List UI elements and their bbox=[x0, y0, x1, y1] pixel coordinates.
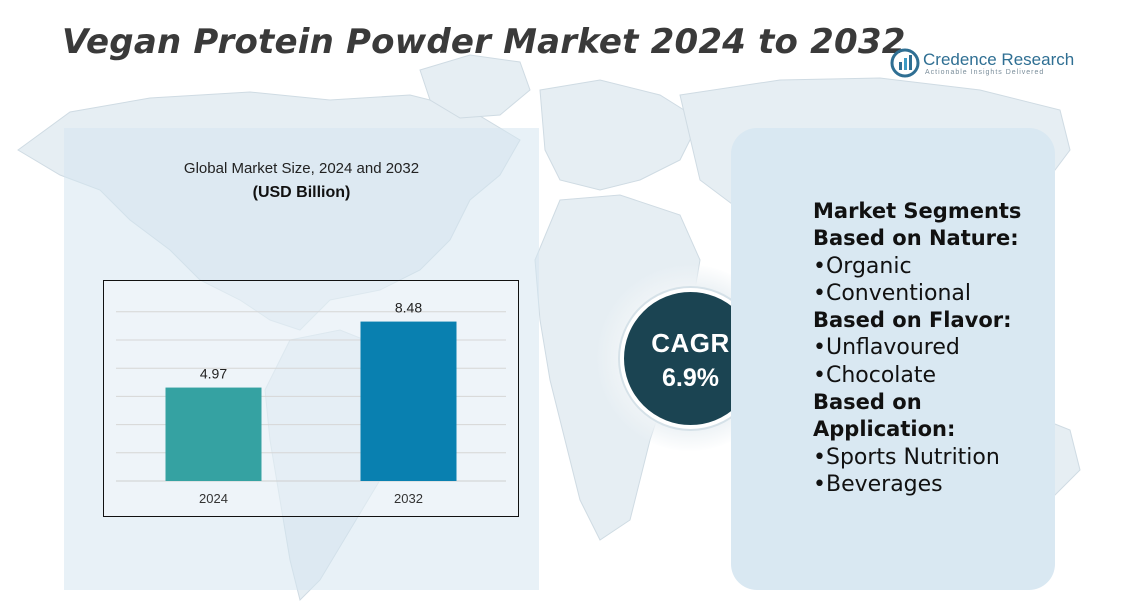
bar-2024 bbox=[165, 387, 262, 481]
chart-title: Global Market Size, 2024 and 2032 bbox=[183, 160, 420, 177]
logo-icon bbox=[890, 48, 920, 78]
segment-list: Market Segments Based on Nature: •Organic •… bbox=[813, 198, 1053, 498]
bar-chart: 4.97 2024 8.48 2032 bbox=[116, 300, 506, 506]
chart-unit: (USD Billion) bbox=[252, 184, 351, 201]
segment-item: •Chocolate bbox=[813, 362, 937, 388]
bar-2032 bbox=[360, 321, 457, 481]
chart-frame: 4.97 2024 8.48 2032 bbox=[103, 280, 519, 517]
cagr-label: CAGR bbox=[651, 328, 730, 358]
segment-heading: Based on bbox=[813, 390, 922, 415]
logo-tagline: Actionable Insights Delivered bbox=[925, 69, 1045, 76]
credence-research-logo: Credence Research Actionable Insights De… bbox=[890, 46, 1080, 82]
europe-shape bbox=[539, 79, 701, 191]
greenland-shape bbox=[419, 54, 531, 119]
segment-item: •Organic bbox=[813, 253, 912, 279]
x-tick-label: 2024 bbox=[199, 491, 228, 506]
segment-item: •Beverages bbox=[813, 471, 943, 497]
data-label-2024: 4.97 bbox=[200, 366, 227, 382]
cagr-value: 6.9% bbox=[662, 364, 719, 392]
segment-item: •Unflavoured bbox=[813, 335, 960, 361]
data-label-2032: 8.48 bbox=[395, 300, 422, 316]
segment-item: •Sports Nutrition bbox=[813, 444, 1000, 470]
segment-item: •Conventional bbox=[813, 280, 971, 306]
market-segments-panel: Market Segments Based on Nature: •Organic •… bbox=[731, 128, 1055, 590]
segment-heading: Application: bbox=[813, 417, 956, 442]
segment-heading: Based on Flavor: bbox=[813, 308, 1012, 333]
page-title: Vegan Protein Powder Market 2024 to 2032 bbox=[62, 22, 906, 62]
segment-heading: Based on Nature: bbox=[813, 226, 1019, 251]
segment-heading: Market Segments bbox=[813, 199, 1022, 223]
logo-name: Credence Research bbox=[923, 50, 1075, 69]
market-size-chart-panel: Global Market Size, 2024 and 2032 (USD B… bbox=[64, 128, 539, 590]
x-tick-label: 2032 bbox=[394, 491, 423, 506]
